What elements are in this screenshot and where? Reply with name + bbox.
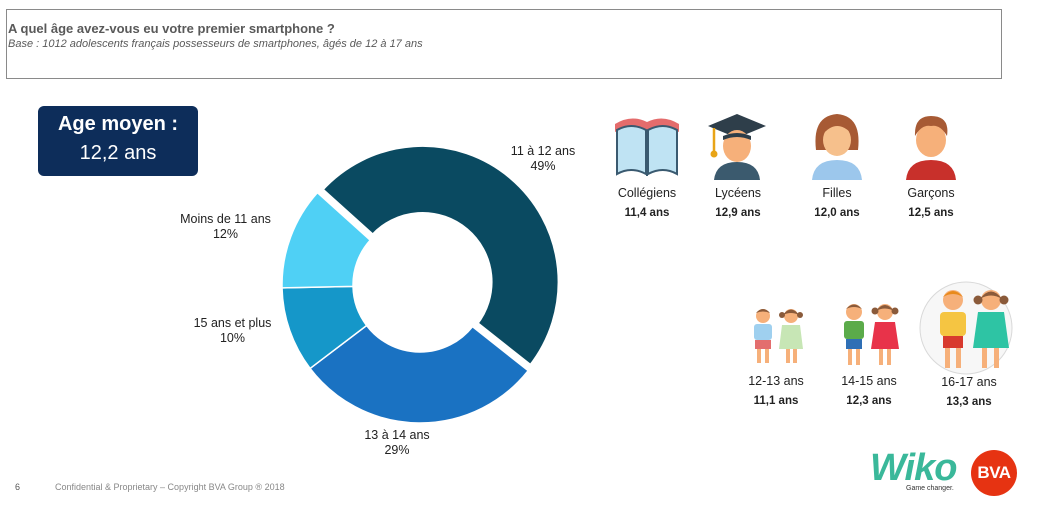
graduate-icon: [708, 114, 766, 180]
average-age-box: Age moyen : 12,2 ans: [38, 106, 198, 176]
group-label-collegiens: Collégiens: [617, 186, 677, 200]
group-label-lyceens: Lycéens: [714, 186, 762, 200]
group-value-collegiens: 11,4 ans: [624, 207, 670, 219]
age-value-12-13: 11,1 ans: [753, 395, 799, 407]
page-number: 6: [15, 482, 21, 492]
kids-12-13-icon: [754, 309, 803, 363]
group-label-filles: Filles: [822, 186, 852, 200]
donut-chart: [281, 140, 564, 424]
header-box: [6, 9, 1002, 79]
group-value-lyceens: 12,9 ans: [715, 207, 761, 219]
donut-slice-0: [315, 140, 564, 372]
girl-icon: [812, 114, 862, 180]
boy-icon: [906, 116, 956, 180]
average-age-label: Age moyen :: [57, 113, 179, 135]
book-icon: [615, 118, 679, 176]
donut-slice-1: [309, 324, 530, 424]
group-value-garcons: 12,5 ans: [908, 207, 954, 219]
page-subtitle: Base : 1012 adolescents français possess…: [8, 38, 423, 50]
group-value-filles: 12,0 ans: [814, 207, 860, 219]
group-label-garcons: Garçons: [907, 186, 955, 200]
page-title: A quel âge avez-vous eu votre premier sm…: [8, 21, 335, 36]
age-value-14-15: 12,3 ans: [846, 395, 892, 407]
kids-14-15-icon: [844, 304, 899, 365]
age-value-16-17: 13,3 ans: [946, 396, 992, 408]
slice-label-13-14: 13 à 14 ans 29%: [364, 428, 430, 457]
copyright-text: Confidential & Proprietary – Copyright B…: [55, 482, 285, 492]
wiko-logo: Wiko Game changer.: [870, 447, 957, 492]
average-age-value: 12,2 ans: [79, 142, 157, 164]
age-label-16-17: 16-17 ans: [941, 375, 997, 389]
age-label-12-13: 12-13 ans: [748, 374, 804, 388]
donut-slice-3: [281, 191, 372, 289]
slice-label-11-12: 11 à 12 ans 49%: [510, 144, 576, 173]
slice-label-15-plus: 15 ans et plus 10%: [193, 316, 272, 345]
bva-logo: BVA: [971, 450, 1017, 496]
slice-label-moins-11: Moins de 11 ans 12%: [180, 212, 271, 241]
kids-16-17-icon: [919, 281, 1013, 375]
age-label-14-15: 14-15 ans: [841, 374, 897, 388]
